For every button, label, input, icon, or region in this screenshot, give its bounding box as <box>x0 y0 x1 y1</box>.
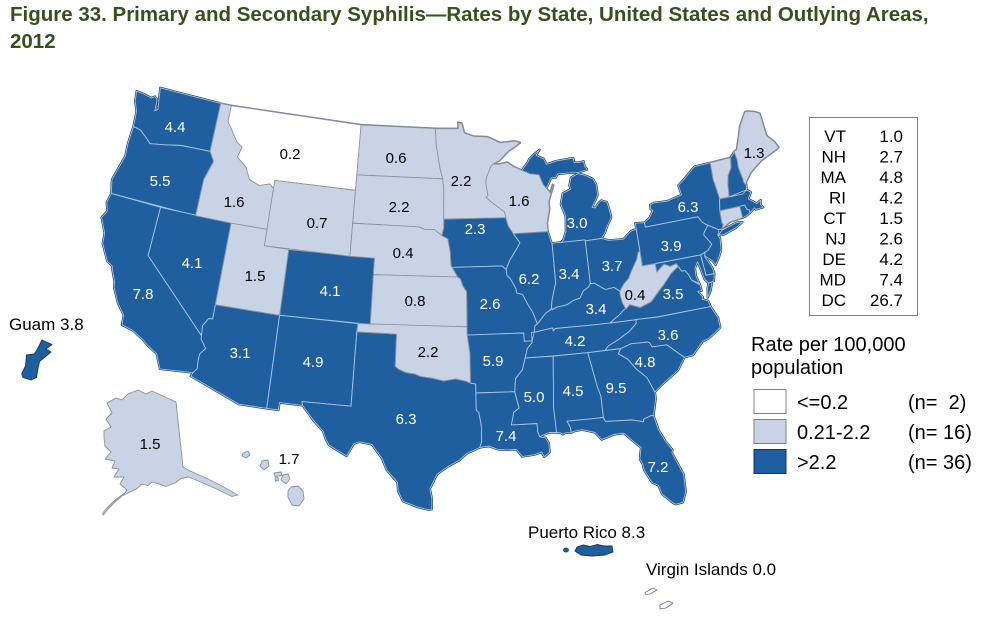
svg-text:DE: DE <box>822 250 846 269</box>
svg-text:(n= 36): (n= 36) <box>908 452 972 474</box>
svg-text:4.9: 4.9 <box>303 354 324 371</box>
svg-text:0.2: 0.2 <box>280 146 301 163</box>
svg-text:7.4: 7.4 <box>879 271 903 290</box>
svg-text:1.7: 1.7 <box>279 451 300 468</box>
svg-text:Figure 33. Primary and Seconda: Figure 33. Primary and Secondary Syphili… <box>10 3 929 26</box>
svg-text:MD: MD <box>820 271 846 290</box>
svg-text:1.6: 1.6 <box>224 194 245 211</box>
svg-text:7.8: 7.8 <box>133 286 154 303</box>
svg-text:NH: NH <box>821 148 846 167</box>
svg-text:5.9: 5.9 <box>483 353 504 370</box>
svg-text:VT: VT <box>824 127 846 146</box>
svg-text:2012: 2012 <box>10 30 56 53</box>
svg-text:3.7: 3.7 <box>602 258 623 275</box>
svg-text:3.5: 3.5 <box>663 286 684 303</box>
svg-text:3.4: 3.4 <box>586 301 607 318</box>
svg-text:26.7: 26.7 <box>870 291 903 310</box>
svg-text:5.0: 5.0 <box>524 389 545 406</box>
svg-text:0.7: 0.7 <box>307 215 328 232</box>
svg-text:(n= 2): (n= 2) <box>908 392 966 414</box>
svg-text:<=0.2: <=0.2 <box>797 392 848 414</box>
svg-text:0.4: 0.4 <box>393 245 414 262</box>
svg-text:4.5: 4.5 <box>563 383 584 400</box>
svg-text:7.4: 7.4 <box>496 428 517 445</box>
svg-text:DC: DC <box>821 291 846 310</box>
svg-text:1.6: 1.6 <box>509 193 530 210</box>
svg-text:6.3: 6.3 <box>396 411 417 428</box>
svg-text:2.6: 2.6 <box>480 296 501 313</box>
svg-text:4.1: 4.1 <box>182 255 203 272</box>
svg-text:4.2: 4.2 <box>565 333 586 350</box>
svg-text:Guam 3.8: Guam 3.8 <box>9 315 84 334</box>
svg-text:4.2: 4.2 <box>879 189 903 208</box>
svg-text:RI: RI <box>829 189 846 208</box>
svg-text:0.4: 0.4 <box>625 287 646 304</box>
svg-text:3.0: 3.0 <box>567 215 588 232</box>
svg-text:7.2: 7.2 <box>648 459 669 476</box>
svg-text:3.9: 3.9 <box>661 238 682 255</box>
svg-text:Puerto Rico 8.3: Puerto Rico 8.3 <box>528 523 645 542</box>
svg-text:>2.2: >2.2 <box>797 452 836 474</box>
svg-text:4.4: 4.4 <box>165 119 186 136</box>
svg-text:3.6: 3.6 <box>658 327 679 344</box>
svg-text:Rate per 100,000: Rate per 100,000 <box>751 334 906 356</box>
svg-text:2.2: 2.2 <box>389 199 410 216</box>
svg-text:1.5: 1.5 <box>879 209 903 228</box>
svg-text:6.2: 6.2 <box>519 271 540 288</box>
svg-text:0.6: 0.6 <box>386 150 407 167</box>
svg-text:2.3: 2.3 <box>465 221 486 238</box>
svg-text:2.2: 2.2 <box>418 344 439 361</box>
svg-text:3.1: 3.1 <box>230 345 251 362</box>
svg-text:MA: MA <box>821 168 847 187</box>
svg-text:(n= 16): (n= 16) <box>908 422 972 444</box>
svg-text:0.8: 0.8 <box>405 293 426 310</box>
svg-text:population: population <box>751 357 843 379</box>
svg-text:1.0: 1.0 <box>879 127 903 146</box>
svg-text:9.5: 9.5 <box>606 380 627 397</box>
svg-text:1.5: 1.5 <box>245 268 266 285</box>
svg-text:NJ: NJ <box>825 230 846 249</box>
svg-text:4.2: 4.2 <box>879 250 903 269</box>
svg-text:2.2: 2.2 <box>451 173 472 190</box>
svg-text:5.5: 5.5 <box>150 173 171 190</box>
svg-text:4.1: 4.1 <box>320 283 341 300</box>
svg-text:1.5: 1.5 <box>140 436 161 453</box>
svg-text:2.7: 2.7 <box>879 148 903 167</box>
svg-text:6.3: 6.3 <box>678 199 699 216</box>
svg-text:2.6: 2.6 <box>879 230 903 249</box>
svg-text:3.4: 3.4 <box>559 266 580 283</box>
svg-text:4.8: 4.8 <box>879 168 903 187</box>
svg-text:CT: CT <box>823 209 846 228</box>
svg-text:Virgin Islands 0.0: Virgin Islands 0.0 <box>646 560 776 579</box>
svg-text:1.3: 1.3 <box>744 145 765 162</box>
svg-text:0.21-2.2: 0.21-2.2 <box>797 422 870 444</box>
svg-text:4.8: 4.8 <box>635 354 656 371</box>
